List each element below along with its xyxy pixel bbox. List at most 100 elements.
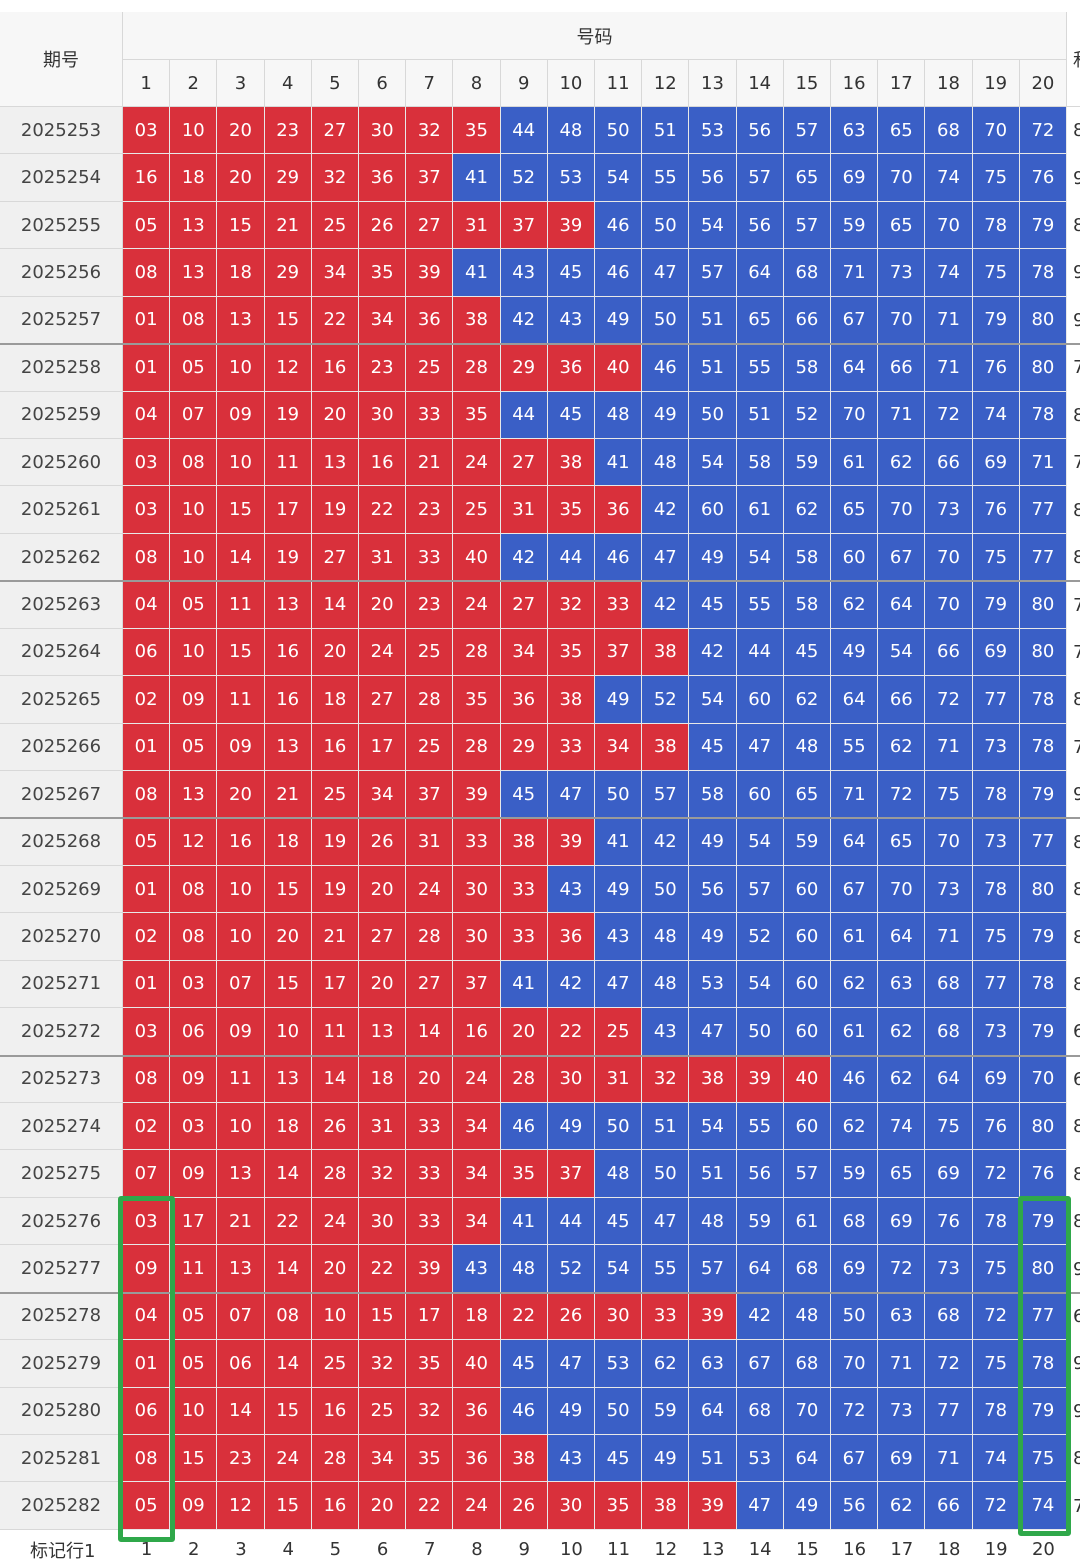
- number-cell: 23: [406, 486, 454, 534]
- footer-number: 5: [329, 1539, 342, 1560]
- number-cell: 69: [925, 1150, 973, 1198]
- number-cell: 09: [217, 723, 265, 771]
- number-cell: 68: [925, 107, 973, 155]
- number-cell: 18: [359, 1055, 407, 1104]
- number-cell: 39: [736, 1055, 784, 1104]
- number-cell: 70: [878, 865, 926, 914]
- number-cell: 61: [783, 1197, 831, 1246]
- number-cell: 27: [500, 439, 548, 487]
- number-cell: 16: [311, 1482, 359, 1530]
- number-cell: 63: [878, 960, 926, 1009]
- number-cell: 06: [170, 1008, 218, 1056]
- number-cell: 71: [925, 344, 973, 392]
- number-cell: 57: [736, 154, 784, 202]
- number-cell: 57: [783, 201, 831, 250]
- number-cell: 13: [264, 1055, 312, 1104]
- number-cell: 21: [217, 1197, 265, 1246]
- number-cell: 34: [453, 1103, 501, 1151]
- number-cell: 70: [878, 154, 926, 202]
- number-cell: 08: [170, 865, 218, 914]
- number-cell: 08: [170, 296, 218, 345]
- number-cell: 66: [783, 296, 831, 345]
- footer-number: 17: [890, 1539, 914, 1560]
- number-cell: 36: [453, 1435, 501, 1483]
- number-cell: 75: [972, 1245, 1020, 1293]
- number-cell: 25: [595, 1008, 643, 1056]
- number-cell: 35: [453, 391, 501, 439]
- number-cell: 76: [972, 1103, 1020, 1151]
- number-cell: 76: [1019, 154, 1067, 202]
- number-cell: 59: [783, 818, 831, 866]
- number-cell: 22: [547, 1008, 595, 1056]
- number-cell: 48: [595, 1150, 643, 1198]
- extra-cell: 7: [1067, 439, 1080, 487]
- number-cell: 40: [453, 1340, 501, 1388]
- number-cell: 09: [170, 1055, 218, 1104]
- number-cell: 24: [311, 1197, 359, 1246]
- extra-cell: 8: [1067, 107, 1080, 155]
- number-cell: 41: [595, 818, 643, 866]
- number-cell: 62: [878, 723, 926, 771]
- extra-cell: 9: [1067, 771, 1080, 819]
- period-cell: 2025271: [0, 960, 123, 1009]
- period-cell: 2025260: [0, 439, 123, 487]
- number-cell: 56: [736, 1150, 784, 1198]
- number-cell: 72: [972, 1292, 1020, 1341]
- number-cell: 46: [831, 1055, 879, 1104]
- number-cell: 34: [453, 1150, 501, 1198]
- number-cell: 49: [642, 1435, 690, 1483]
- number-cell: 71: [925, 1435, 973, 1483]
- number-cell: 50: [736, 1008, 784, 1056]
- number-cell: 22: [311, 296, 359, 345]
- number-cell: 58: [783, 533, 831, 582]
- number-cell: 80: [1019, 628, 1067, 677]
- number-cell: 22: [406, 1482, 454, 1530]
- number-cell: 72: [1019, 107, 1067, 155]
- number-cell: 74: [1019, 1482, 1067, 1530]
- number-cell: 57: [689, 1245, 737, 1293]
- number-cell: 15: [217, 201, 265, 250]
- number-cell: 49: [547, 1103, 595, 1151]
- number-cell: 06: [123, 1387, 171, 1436]
- period-cell: 2025253: [0, 107, 123, 155]
- number-cell: 56: [689, 154, 737, 202]
- number-cell: 46: [500, 1387, 548, 1436]
- number-cell: 69: [972, 628, 1020, 677]
- column-header: 1: [123, 60, 171, 107]
- number-cell: 50: [642, 865, 690, 914]
- number-cell: 58: [736, 439, 784, 487]
- number-cell: 14: [264, 1150, 312, 1198]
- footer-number: 1: [140, 1539, 153, 1560]
- number-cell: 20: [217, 107, 265, 155]
- number-cell: 70: [925, 581, 973, 629]
- number-cell: 39: [689, 1292, 737, 1341]
- number-cell: 11: [217, 676, 265, 724]
- number-cell: 37: [406, 771, 454, 819]
- number-cell: 48: [642, 439, 690, 487]
- footer-number: 10: [559, 1539, 583, 1560]
- number-cell: 44: [500, 107, 548, 155]
- number-cell: 08: [264, 1292, 312, 1341]
- number-cell: 28: [453, 344, 501, 392]
- number-cell: 18: [264, 1103, 312, 1151]
- number-cell: 49: [831, 628, 879, 677]
- number-cell: 50: [689, 391, 737, 439]
- number-cell: 16: [217, 818, 265, 866]
- number-cell: 51: [689, 1150, 737, 1198]
- number-cell: 73: [972, 1008, 1020, 1056]
- number-cell: 26: [547, 1292, 595, 1341]
- number-cell: 42: [642, 581, 690, 629]
- number-cell: 45: [500, 1340, 548, 1388]
- column-header: 6: [359, 60, 407, 107]
- number-cell: 75: [1019, 1435, 1067, 1483]
- number-cell: 25: [311, 201, 359, 250]
- number-cell: 10: [170, 628, 218, 677]
- number-cell: 48: [500, 1245, 548, 1293]
- number-cell: 65: [736, 296, 784, 345]
- number-cell: 11: [217, 581, 265, 629]
- column-header: 8: [453, 60, 501, 107]
- number-cell: 55: [736, 581, 784, 629]
- number-cell: 68: [736, 1387, 784, 1436]
- number-cell: 31: [595, 1055, 643, 1104]
- number-cell: 54: [595, 154, 643, 202]
